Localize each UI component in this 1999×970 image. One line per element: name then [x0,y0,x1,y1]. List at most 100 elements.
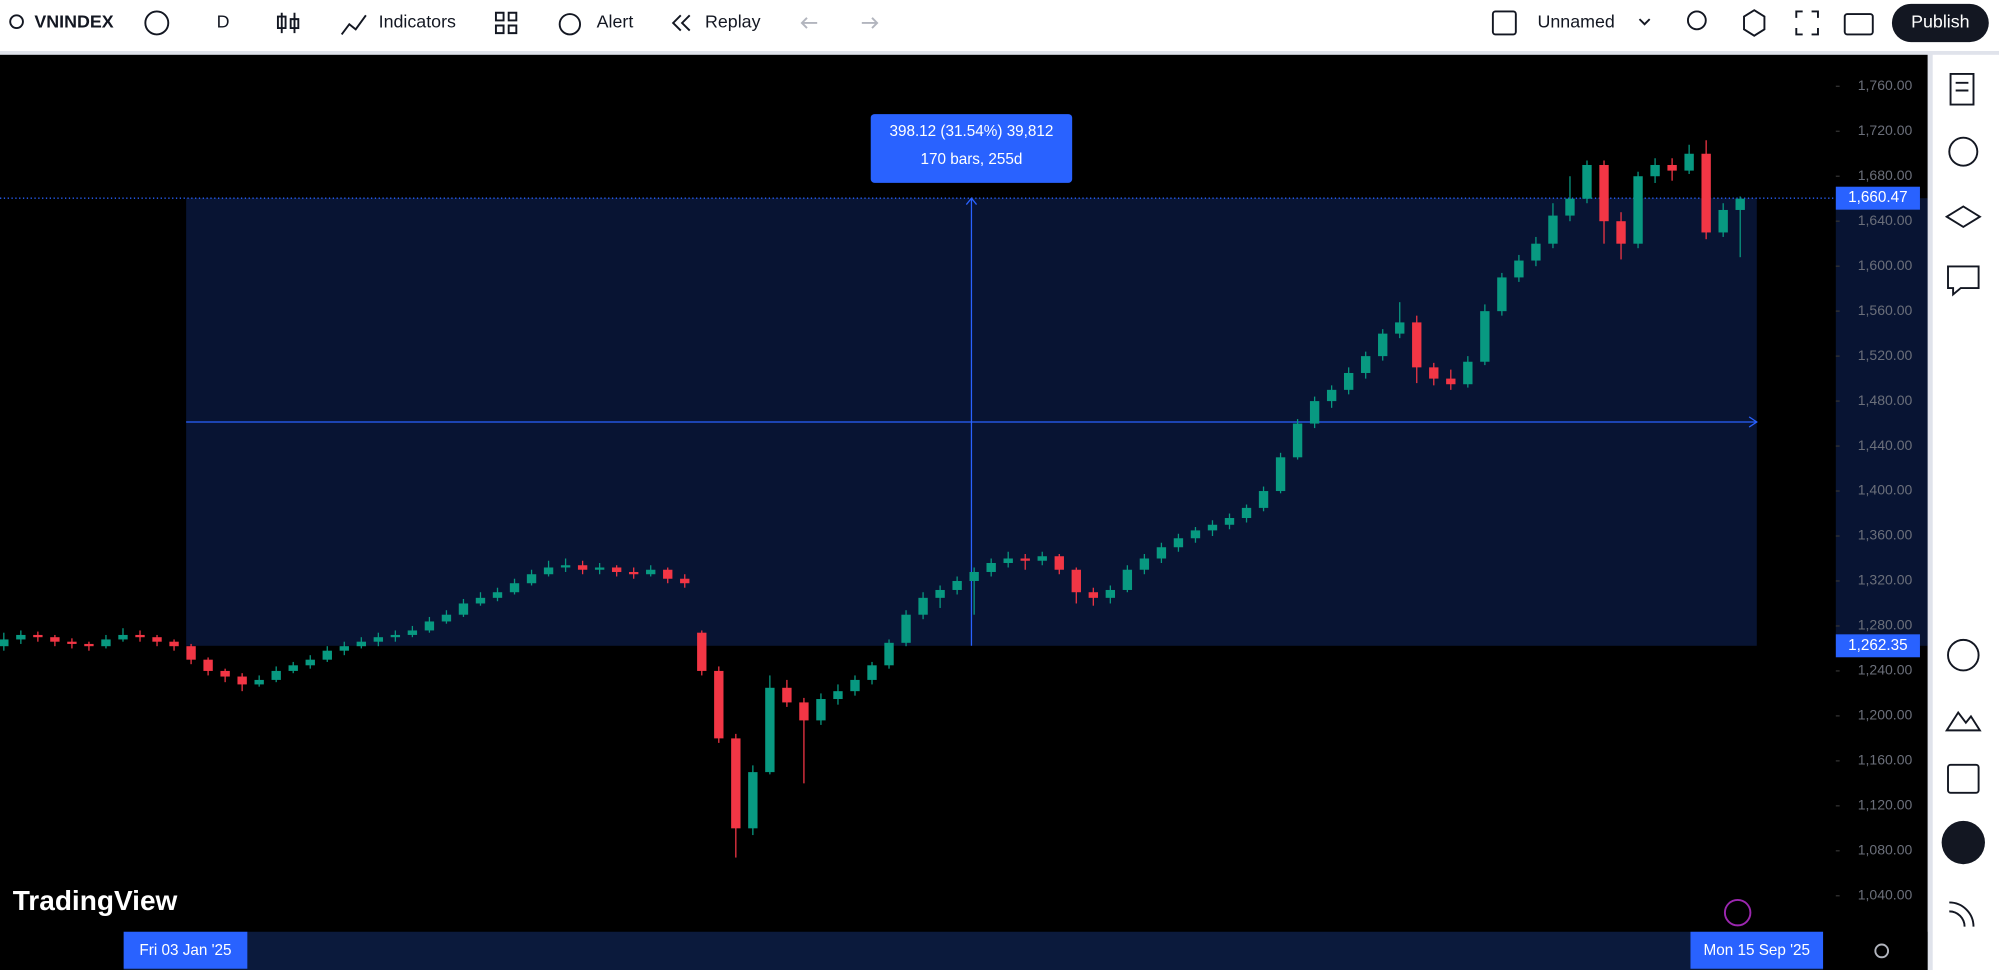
layout-menu[interactable] [1638,18,1651,26]
price-label-bg [1835,634,1920,658]
publish-button[interactable] [1891,3,1989,43]
watchlist[interactable] [1949,72,1975,106]
candle-body [220,670,230,677]
candle-body [1701,153,1711,233]
settings[interactable] [1743,9,1766,37]
layout-icon[interactable] [1491,10,1517,36]
candle-body [1361,356,1371,373]
candle-body [424,621,435,631]
y-tick-label: 1,160.00 [1858,752,1913,768]
candle-body [782,687,792,703]
apps[interactable] [1941,820,1985,865]
object-tree[interactable] [1944,205,1982,229]
quick-search[interactable] [1686,10,1707,31]
candle-body [186,646,196,660]
fullscreen[interactable] [1795,10,1819,36]
candle-body [816,699,826,721]
calendar[interactable] [1947,763,1980,794]
candle-body [152,637,162,642]
candle-body [407,630,418,635]
candle-body [969,571,979,581]
redo[interactable] [861,17,879,29]
candle-body [1207,524,1218,531]
y-tick-label: 1,480.00 [1858,392,1913,408]
time-label: Fri 03 Jan '25 [139,942,231,959]
y-tick-label: 1,760.00 [1858,77,1913,93]
y-tick-label: 1,560.00 [1858,302,1913,318]
candle-body [339,646,349,651]
candle-body [1718,209,1728,233]
candle-body [271,670,281,680]
candle-body [288,665,298,671]
y-tick-label: 1,200.00 [1858,707,1913,723]
candle-body [833,691,843,700]
indicators-icon[interactable] [340,14,367,35]
watermark: TradingView [13,885,178,916]
candle-body [986,562,996,572]
templates[interactable] [494,11,518,35]
price-label-bg [1835,186,1920,210]
candle-body [1463,361,1473,385]
interval[interactable]: D [217,12,230,32]
candle-body [390,634,401,638]
candle-body [1326,389,1337,402]
candle-body [1548,215,1558,244]
y-tick-label: 1,240.00 [1858,662,1913,678]
y-tick-label: 1,320.00 [1858,572,1913,588]
search-icon[interactable] [9,14,24,29]
candle-body [697,632,707,671]
y-tick-label: 1,440.00 [1858,437,1913,453]
candle-body [748,772,758,829]
candle-body [1599,164,1609,222]
candle-body [1514,260,1524,278]
candle-body [543,567,554,575]
publish-label[interactable]: Publish [1911,12,1969,32]
candle-body [1224,518,1235,525]
candle-body [1343,372,1354,390]
y-tick-label: 1,120.00 [1858,797,1913,813]
candle-body [1003,558,1013,563]
candle-body [1480,311,1490,362]
candle-body [1531,243,1541,261]
candle-body [441,614,452,622]
candle-body [322,650,332,660]
candle-body [1071,569,1081,593]
candle-body [475,597,486,604]
candle-body [1429,367,1439,379]
y-tick-label: 1,360.00 [1858,527,1913,543]
alert[interactable]: Alert [597,12,634,32]
measure-line1: 398.12 (31.54%) 39,812 [889,123,1053,140]
ideas[interactable] [1944,710,1982,732]
candle-body [1667,164,1677,171]
snapshot[interactable] [1843,13,1874,36]
lightning[interactable] [1723,898,1752,927]
candle-body [850,679,860,692]
candle-body [884,642,894,666]
axis-highlight [1835,198,1928,646]
indicators[interactable]: Indicators [379,12,456,32]
candle-body [560,565,571,568]
candle-body [237,676,247,685]
chart-type[interactable] [276,12,300,34]
replay[interactable]: Replay [705,12,761,32]
candle-body [952,580,962,590]
undo[interactable] [800,17,818,29]
time-label-bg [1690,931,1824,969]
y-tick-label: 1,400.00 [1858,482,1913,498]
candle-body [1241,507,1252,519]
replay-icon[interactable] [671,14,691,32]
screener[interactable] [1947,638,1980,672]
y-tick-label: 1,640.00 [1858,212,1913,228]
candle-body [1412,322,1422,368]
layout-name[interactable]: Unnamed [1537,12,1614,32]
candle-body [1258,491,1269,508]
stream[interactable] [1949,901,1975,927]
candle-body [101,639,111,647]
add-symbol[interactable] [144,10,170,36]
symbol[interactable]: VNINDEX [34,12,113,32]
alerts-panel[interactable] [1948,136,1979,167]
candle-body [509,583,520,593]
alert-icon[interactable] [558,13,582,36]
chats[interactable] [1947,265,1980,297]
axis-settings[interactable] [1874,943,1890,959]
